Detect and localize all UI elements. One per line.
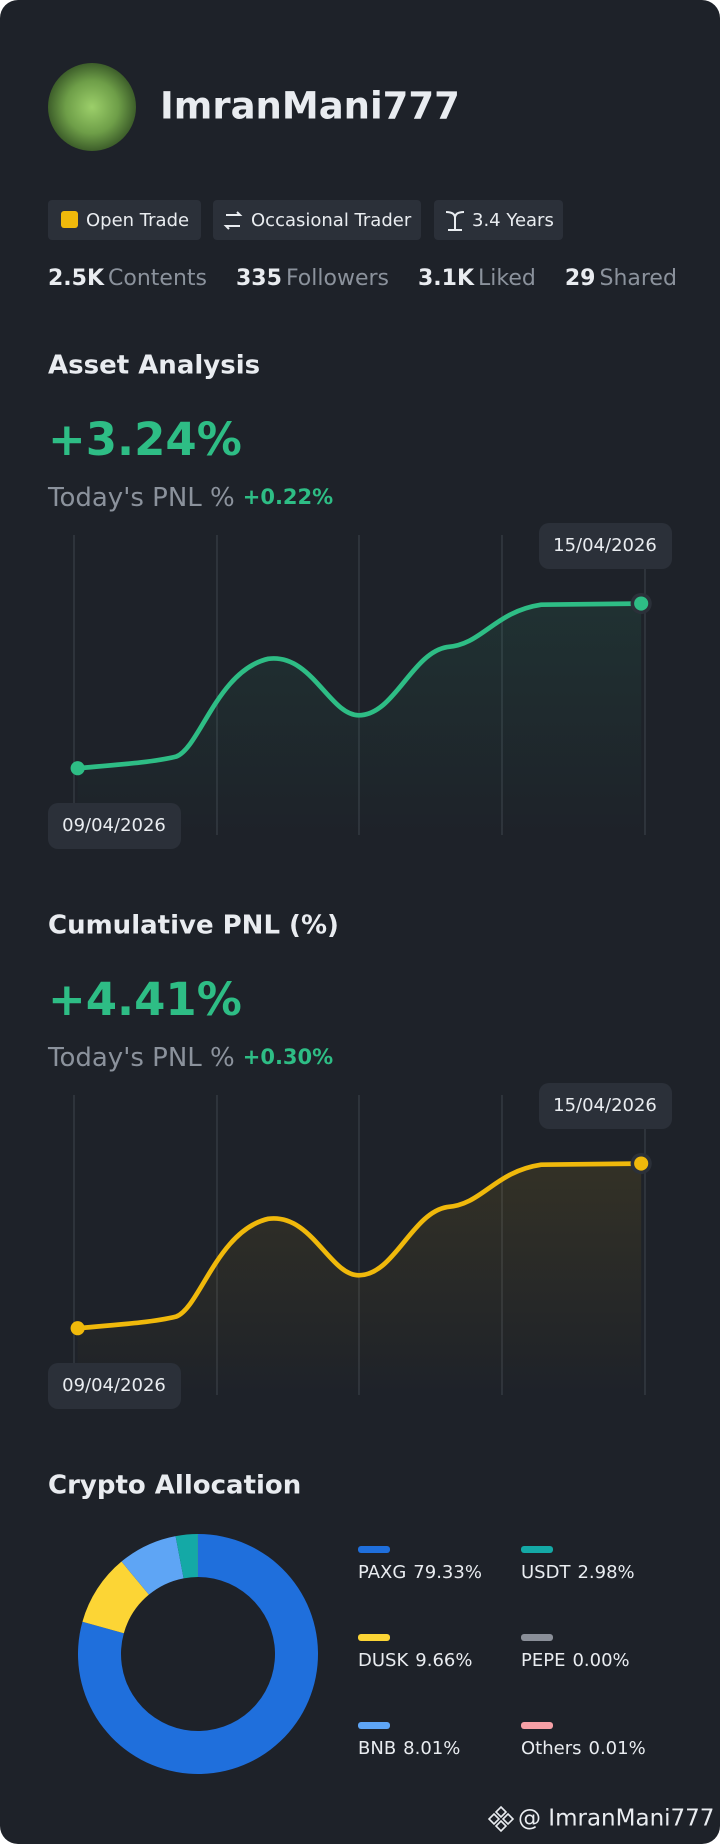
user-name[interactable]: ImranMani777 xyxy=(160,85,460,128)
cumulative-chart: 15/04/2026 09/04/2026 xyxy=(48,1083,672,1409)
section-title: Cumulative PNL (%) xyxy=(48,911,339,941)
area xyxy=(77,1163,642,1396)
line xyxy=(77,601,642,771)
tag-box xyxy=(434,200,563,240)
legend-name: Others xyxy=(521,1738,582,1759)
today-pnl: Today's PNL % +0.30% xyxy=(47,1043,333,1073)
curve-group xyxy=(70,592,652,836)
donut-slice xyxy=(175,1534,198,1579)
section-title: Crypto Allocation xyxy=(48,1471,301,1501)
legend-swatch xyxy=(521,1634,553,1641)
footer-logo xyxy=(487,1805,515,1833)
line xyxy=(77,1161,642,1331)
tag: Occasional Trader xyxy=(251,210,412,231)
legend-entry: BNB 8.01% xyxy=(358,1738,460,1759)
stat-label: Liked xyxy=(478,266,536,291)
stat-label: Contents xyxy=(108,266,207,291)
tag-box xyxy=(48,200,201,240)
today-change: +0.22% xyxy=(243,485,333,509)
end-point xyxy=(634,1156,649,1171)
stat-value: 3.1K xyxy=(418,266,475,291)
legend-value: 0.00% xyxy=(572,1650,629,1671)
tag-icon xyxy=(445,211,465,231)
start-date: 09/04/2026 xyxy=(62,815,166,836)
today-change: +0.30% xyxy=(243,1045,333,1069)
stat-value: 2.5K xyxy=(48,266,105,291)
legend-value: 0.01% xyxy=(589,1738,646,1759)
footer-handle: @ ImranMani777 xyxy=(518,1806,714,1832)
pnl-change: +4.41% xyxy=(48,973,242,1026)
today-label: Today's PNL % xyxy=(47,483,235,513)
end-date: 15/04/2026 xyxy=(553,535,657,556)
legend-entry: PEPE 0.00% xyxy=(521,1650,630,1671)
stat-value: 29 xyxy=(565,266,596,291)
date-box xyxy=(48,803,181,849)
legend-value: 8.01% xyxy=(403,1738,460,1759)
area xyxy=(77,603,642,836)
date-box xyxy=(539,523,672,569)
date-box xyxy=(539,1083,672,1129)
stat-label: Followers xyxy=(286,266,389,291)
legend-name: USDT xyxy=(521,1562,571,1583)
stat-value: 335 xyxy=(236,266,282,291)
tag: 3.4 Years xyxy=(472,210,554,231)
section-title: Asset Analysis xyxy=(48,351,260,381)
donut-slice xyxy=(77,1534,318,1775)
tag-icon xyxy=(61,211,78,228)
legend-swatch xyxy=(358,1634,390,1641)
legend-name: PEPE xyxy=(521,1650,565,1671)
stat-label: Shared xyxy=(599,266,676,291)
legend: PAXG 79.33% USDT 2.98% DUSK 9.66% PEPE 0.00% BNB… xyxy=(358,1546,646,1759)
donut-slice xyxy=(121,1536,184,1595)
legend-swatch xyxy=(358,1722,390,1729)
tag-box xyxy=(213,200,421,240)
legend-entry: PAXG 79.33% xyxy=(358,1562,482,1583)
legend-swatch xyxy=(521,1722,553,1729)
donut xyxy=(77,1534,318,1775)
legend-value: 79.33% xyxy=(413,1562,482,1583)
legend-value: 2.98% xyxy=(577,1562,634,1583)
asset-chart: 15/04/2026 09/04/2026 xyxy=(48,523,672,849)
pnl-change: +3.24% xyxy=(48,413,242,466)
tag: Open Trade xyxy=(86,210,189,231)
date-box xyxy=(48,1363,181,1409)
legend-entry: DUSK 9.66% xyxy=(358,1650,472,1671)
legend-entry: Others 0.01% xyxy=(521,1738,646,1759)
legend-name: PAXG xyxy=(358,1562,406,1583)
legend-swatch xyxy=(358,1546,390,1553)
curve-group xyxy=(70,1152,652,1396)
legend-name: BNB xyxy=(358,1738,396,1759)
avatar[interactable] xyxy=(48,63,136,151)
today-label: Today's PNL % xyxy=(47,1043,235,1073)
tags: Open Trade Occasional Trader 3.4 Years xyxy=(48,200,563,240)
today-pnl: Today's PNL % +0.22% xyxy=(47,483,333,513)
start-date: 09/04/2026 xyxy=(62,1375,166,1396)
end-date: 15/04/2026 xyxy=(553,1095,657,1116)
stats: 2.5K Contents 335 Followers 3.1K Liked 29 Sh… xyxy=(48,266,677,291)
legend-swatch xyxy=(521,1546,553,1553)
start-point xyxy=(70,1321,85,1336)
legend-name: DUSK xyxy=(358,1650,409,1671)
tag-icon xyxy=(223,211,243,230)
legend-value: 9.66% xyxy=(415,1650,472,1671)
donut-slice xyxy=(82,1561,149,1634)
start-point xyxy=(70,761,85,776)
legend-entry: USDT 2.98% xyxy=(521,1562,635,1583)
end-point xyxy=(634,596,649,611)
